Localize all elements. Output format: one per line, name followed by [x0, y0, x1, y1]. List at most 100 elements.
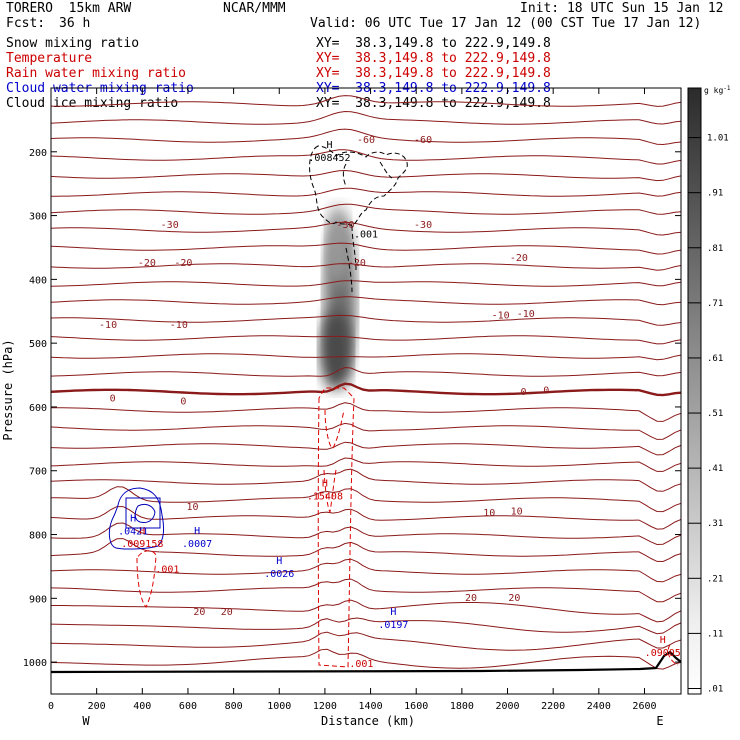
ice-contour-tail — [345, 225, 357, 293]
y-tick-label: 900 — [29, 594, 47, 605]
extremum-value: .001 — [349, 659, 373, 670]
temperature-label: 10 — [511, 506, 523, 517]
extremum-marker: H — [326, 140, 332, 151]
isotherm — [51, 169, 681, 182]
isotherm — [51, 648, 681, 670]
isotherm — [51, 353, 681, 361]
cloud-contour-inner — [134, 503, 156, 523]
isotherm — [51, 95, 681, 107]
isotherm — [51, 187, 681, 197]
temperature-labels: -60 -60 -30 -30 -30 -20 -20 -20 -20 -10 -10 -10 -10 0… — [99, 135, 549, 618]
isotherm — [51, 314, 681, 326]
isotherm — [51, 422, 681, 440]
isotherm — [51, 522, 681, 546]
isotherm — [51, 631, 681, 651]
colorbar-tick-label: .61 — [707, 354, 723, 364]
x-tick-label: 2400 — [587, 701, 611, 712]
isotherm — [51, 263, 681, 271]
rain-contour-melt — [324, 409, 345, 449]
fcst-value: 36 h — [59, 16, 91, 31]
colorbar-tick-label: 1.01 — [707, 134, 729, 144]
x-tick-label: 600 — [179, 701, 197, 712]
x-axis-label: Distance (km) — [321, 714, 415, 728]
y-tick-label: 200 — [29, 148, 47, 159]
temperature-label: -30 — [161, 220, 179, 231]
rain-contours — [136, 387, 679, 668]
isotherm — [51, 457, 681, 472]
temperature-label: -20 — [348, 258, 366, 269]
cloud-contour-mid — [125, 497, 161, 529]
temperature-label: 0 — [110, 393, 116, 404]
isotherm — [51, 538, 681, 563]
cloud-contour-outer — [108, 487, 165, 550]
x-tick-label: 0 — [48, 701, 54, 712]
colorbar-fill — [687, 87, 702, 695]
temperature-label: -30 — [414, 220, 432, 231]
ice-contour-inner — [342, 161, 393, 187]
extremum-marker: H — [194, 526, 200, 537]
init-time: Init: 18 UTC Sun 15 Jan 12 — [520, 1, 724, 16]
extremum-value: .0026 — [264, 569, 294, 580]
x-end-west: W — [82, 714, 90, 728]
temperature-label: -60 — [357, 135, 375, 146]
field-snow-label: Snow mixing ratio — [6, 36, 140, 51]
ice-contours — [309, 145, 408, 293]
rain-contour-core — [323, 469, 337, 514]
colorbar-tick-label: .91 — [707, 189, 723, 199]
temperature-label: 0 — [180, 397, 186, 408]
rain-contour-column — [317, 387, 355, 668]
colorbar-unit: g kg-1 — [704, 85, 731, 95]
extremum-value: .0421 — [118, 526, 148, 537]
isotherm — [51, 468, 681, 492]
fcst-label: Fcst: — [6, 16, 46, 31]
y-tick-label: 700 — [29, 467, 47, 478]
x-tick-label: 1400 — [359, 701, 383, 712]
temperature-label: 20 — [508, 593, 520, 604]
y-tick-labels: 200 300 400 500 600 700 800 900 1000 — [23, 148, 47, 669]
x-tick-label: 2600 — [632, 701, 656, 712]
center-title: NCAR/MMM — [223, 1, 286, 16]
temperature-label: 20 — [465, 593, 477, 604]
isotherm — [51, 110, 681, 125]
isotherm — [51, 441, 681, 456]
temperature-label: -20 — [138, 258, 156, 269]
plot-frame — [50, 87, 682, 695]
field-temp-label: Temperature — [6, 51, 93, 66]
isotherm — [51, 558, 681, 583]
y-tick-label: 500 — [29, 339, 47, 350]
isotherm — [51, 402, 681, 422]
extremum-marker: H — [276, 556, 282, 567]
isotherm — [51, 280, 681, 287]
isotherm-zero — [51, 382, 681, 397]
temperature-label: -10 — [492, 310, 510, 321]
isotherm — [51, 296, 681, 306]
isotherm — [51, 149, 681, 165]
terrain-line — [50, 650, 682, 674]
x-tick-label: 1800 — [450, 701, 474, 712]
colorbar-tick-label: .41 — [707, 464, 723, 474]
temperature-label: 10 — [186, 502, 198, 513]
colorbar-tick-label: .11 — [707, 629, 723, 639]
temperature-label: 20 — [221, 607, 233, 618]
ice-contour-outer — [309, 145, 408, 227]
x-tick-label: 1600 — [404, 701, 428, 712]
isotherm — [51, 578, 681, 603]
colorbar-tick-label: .31 — [707, 519, 723, 529]
extremum-value: .0007 — [182, 539, 212, 550]
rain-contour-west — [136, 550, 157, 608]
extremum-value: .09005 — [645, 648, 681, 659]
xs-text-temp: XY= 38.3,149.8 to 222.9,149.8 — [316, 51, 551, 66]
y-tick-label: 400 — [29, 275, 47, 286]
colorbar: .01 .11 .21 .31 .41 .51 .61 .71 .81 .91 1.01 g kg-… — [687, 85, 731, 695]
isotherm — [51, 128, 681, 146]
cloud-contours — [108, 487, 165, 550]
extremum-value: .001 — [155, 565, 179, 576]
temperature-label: 10 — [483, 508, 495, 519]
colorbar-tick-label: .01 — [707, 684, 723, 694]
temperature-label: 0 — [520, 387, 526, 398]
isotherm — [51, 221, 681, 236]
rain-contour-east — [667, 644, 679, 666]
isotherm — [51, 599, 681, 623]
temperature-label: 0 — [543, 386, 549, 397]
